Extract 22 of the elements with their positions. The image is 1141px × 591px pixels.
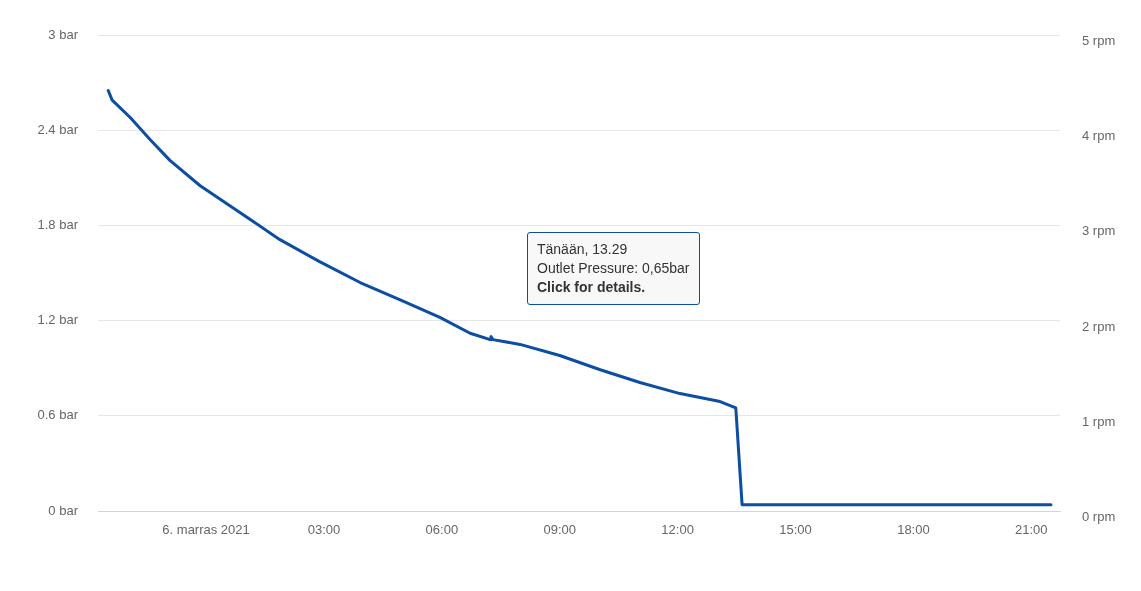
tooltip: Tänään, 13.29 Outlet Pressure: 0,65bar Click for details. [527,232,700,305]
x-tick-label: 18:00 [897,522,930,538]
x-tick-label: 21:00 [1015,522,1048,538]
y-tick-label: 1.8 bar [37,216,79,232]
y-tick-label: 1.2 bar [37,312,79,328]
x-tick-label: 09:00 [543,522,577,538]
x-tick-label: 15:00 [779,522,812,538]
x-tick-label: 12:00 [661,522,694,538]
y2-tick-label: 1 rpm [1082,413,1116,429]
y2-tick-label: 4 rpm [1082,128,1116,144]
y2-tick-label: 2 rpm [1082,318,1116,334]
y-tick-label: 0.6 bar [37,407,79,423]
annotation: Tänään, 13.29 Outlet Pressure: 0,65bar Click for details. [537,240,690,297]
y-tick-label: 3 bar [48,26,79,42]
y2-tick-label: 3 rpm [1082,223,1116,239]
y-tick-label: 0 bar [48,502,79,518]
x-tick-label: 6. marras 2021 [162,522,250,538]
x-tick-label: 06:00 [425,522,459,538]
y2-tick-label: 0 rpm [1082,509,1116,525]
x-tick-label: 03:00 [307,522,341,538]
y-tick-label: 2.4 bar [37,121,79,137]
y2-tick-label: 5 rpm [1082,33,1116,49]
